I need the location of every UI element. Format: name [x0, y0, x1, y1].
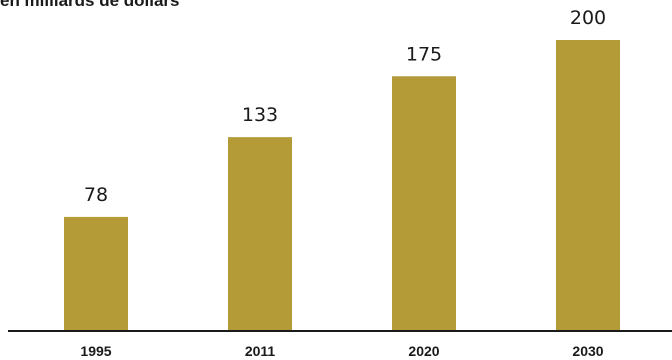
bar-2020: [392, 76, 456, 330]
bar-2030: [556, 40, 620, 330]
value-label-2030: 200: [570, 7, 606, 29]
category-label-1995: 1995: [80, 343, 111, 359]
value-label-2020: 175: [406, 43, 442, 65]
bar-2011: [228, 137, 292, 330]
chart-subtitle: en milliards de dollars: [0, 0, 180, 10]
category-label-2020: 2020: [408, 343, 439, 359]
bar-1995: [64, 216, 128, 330]
category-label-2030: 2030: [572, 343, 603, 359]
category-label-2011: 2011: [245, 343, 276, 359]
value-label-2011: 133: [242, 104, 278, 126]
value-label-1995: 78: [84, 184, 108, 206]
